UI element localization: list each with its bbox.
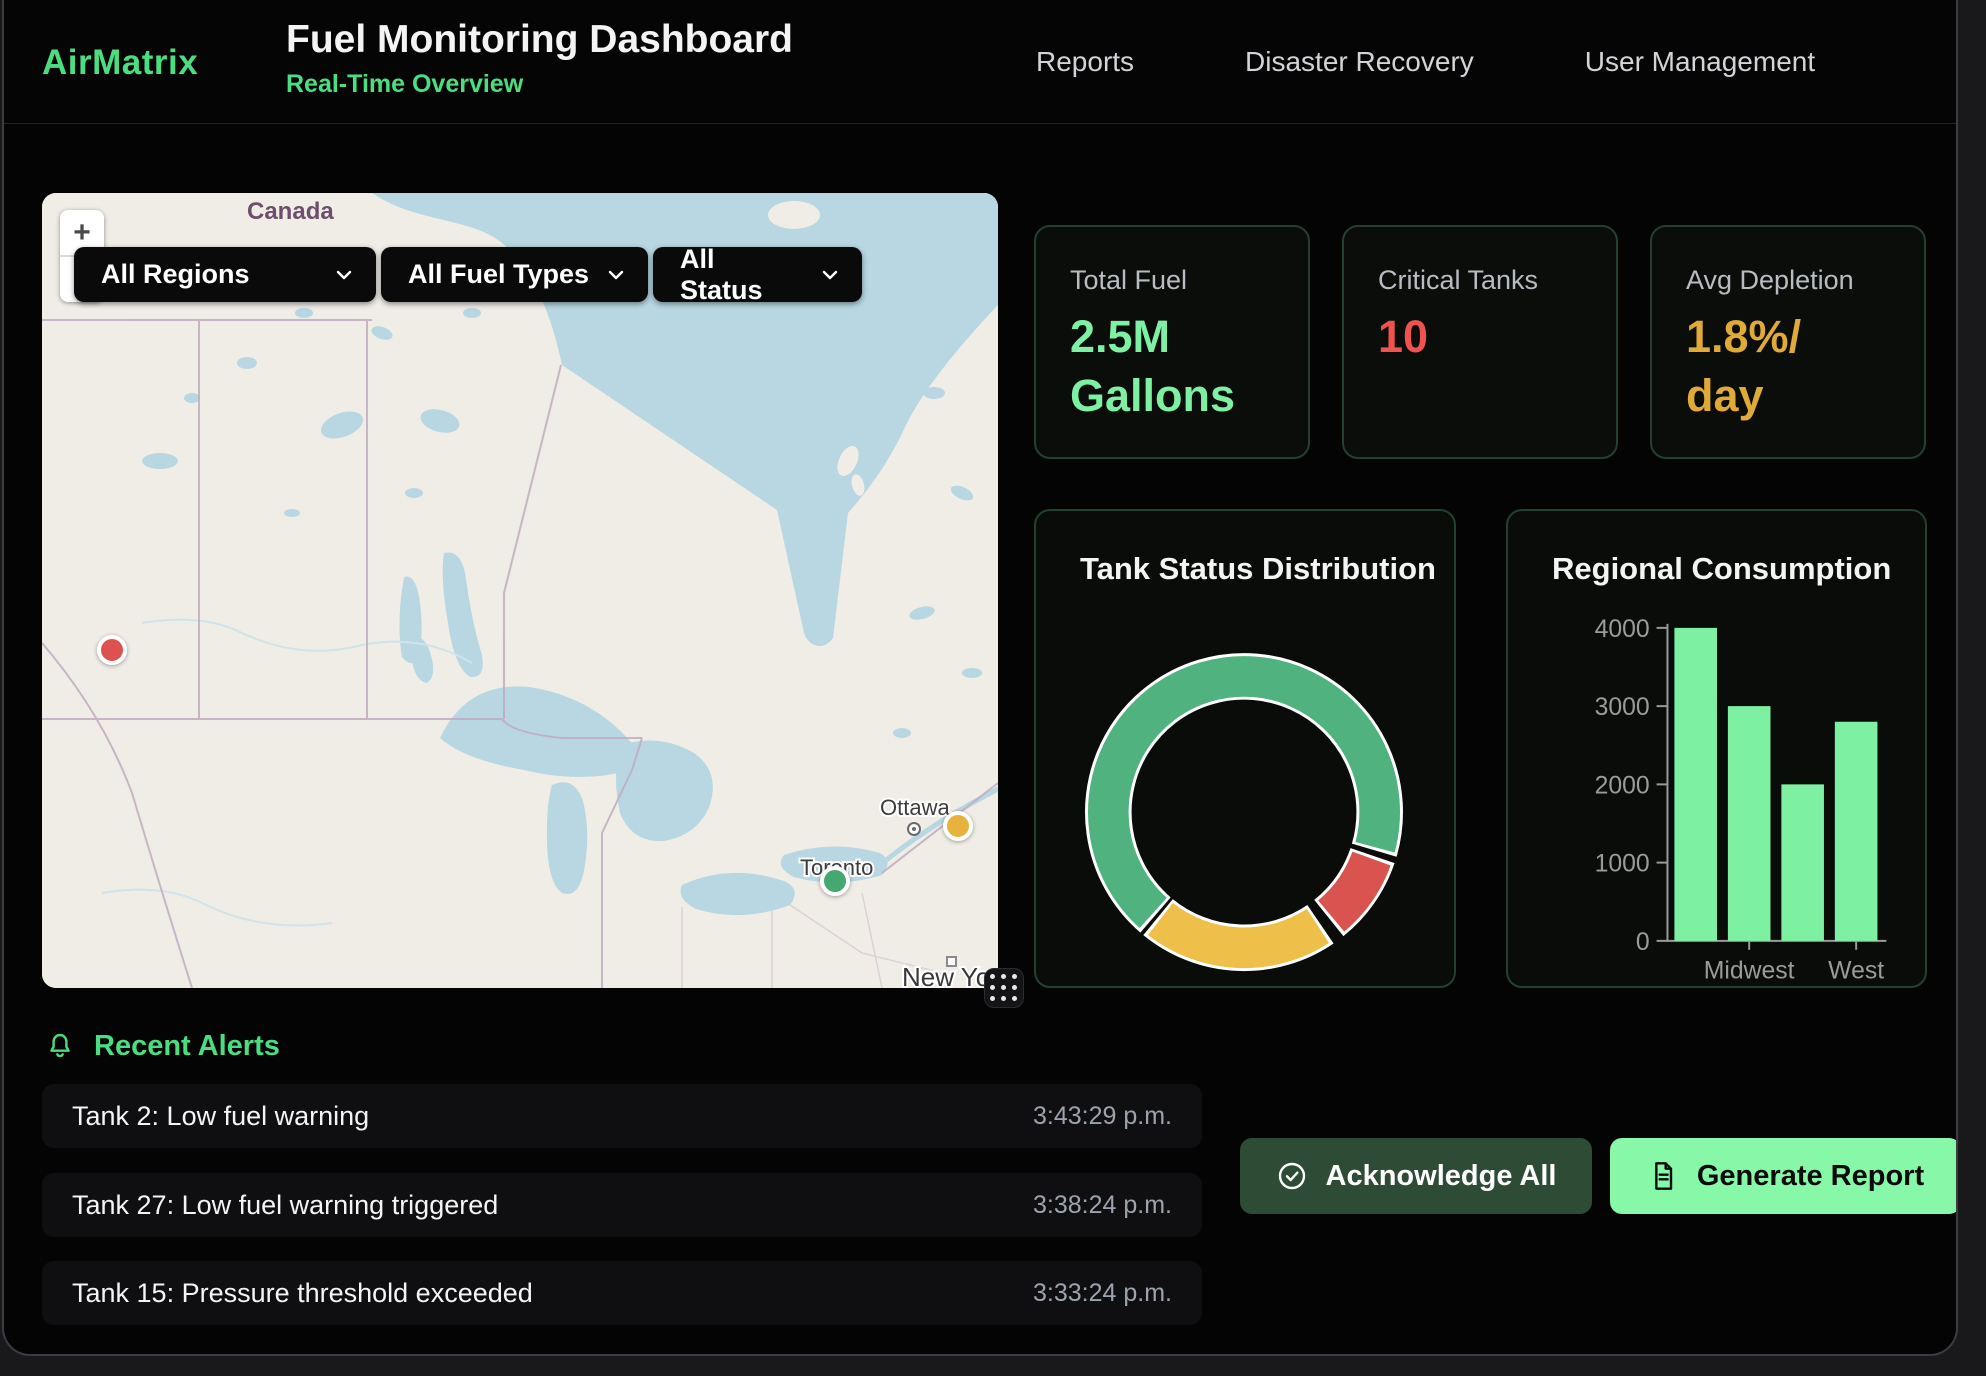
regional-consumption-bar-chart: 0 1000 2000 3000 4000 Midwest West [1508, 511, 1925, 985]
dashboard-window: AirMatrix Fuel Monitoring Dashboard Real… [2, 0, 1958, 1356]
alert-text: Tank 15: Pressure threshold exceeded [72, 1278, 533, 1309]
document-icon [1647, 1160, 1679, 1192]
stat-label: Critical Tanks [1378, 265, 1582, 296]
stat-card-total-fuel: Total Fuel 2.5M Gallons [1034, 225, 1310, 459]
status-filter-dropdown[interactable]: All Status [653, 247, 862, 302]
bell-icon [44, 1031, 76, 1063]
recent-alerts-header: Recent Alerts [44, 1030, 280, 1063]
map-drag-handle[interactable] [984, 968, 1024, 1008]
top-bar: AirMatrix Fuel Monitoring Dashboard Real… [4, 0, 1956, 124]
tank-marker-critical[interactable] [97, 635, 127, 665]
alert-text: Tank 27: Low fuel warning triggered [72, 1190, 498, 1221]
acknowledge-all-button[interactable]: Acknowledge All [1240, 1138, 1592, 1214]
map-label-canada: Canada [247, 198, 334, 225]
brand-logo: AirMatrix [42, 43, 198, 83]
stat-cards: Total Fuel 2.5M Gallons Critical Tanks 1… [1034, 225, 1926, 459]
recent-alerts-title: Recent Alerts [94, 1030, 280, 1063]
alert-time: 3:38:24 p.m. [1033, 1191, 1172, 1220]
alert-row: Tank 15: Pressure threshold exceeded 3:3… [42, 1261, 1202, 1325]
nav-reports[interactable]: Reports [1036, 46, 1134, 78]
fuel-type-filter-value: All Fuel Types [408, 259, 589, 290]
map-filters: All Regions All Fuel Types All Status [74, 247, 862, 302]
fuel-type-filter-dropdown[interactable]: All Fuel Types [381, 247, 648, 302]
acknowledge-all-label: Acknowledge All [1326, 1160, 1557, 1193]
lake-erie [681, 873, 795, 915]
regional-consumption-panel: Regional Consumption 01000200030004000Mi… [1506, 509, 1927, 988]
status-filter-value: All Status [680, 244, 804, 306]
svg-text:2000: 2000 [1595, 772, 1650, 799]
chevron-down-icon [332, 263, 356, 287]
stat-label: Avg Depletion [1686, 265, 1890, 296]
stat-value-total-fuel: 2.5M Gallons [1070, 308, 1274, 425]
region-filter-value: All Regions [101, 259, 250, 290]
stat-value-critical-tanks: 10 [1378, 308, 1582, 367]
nav-user-management[interactable]: User Management [1585, 46, 1815, 78]
svg-text:0: 0 [1636, 929, 1650, 956]
alert-row: Tank 2: Low fuel warning 3:43:29 p.m. [42, 1084, 1202, 1148]
stat-label: Total Fuel [1070, 265, 1274, 296]
page-subtitle: Real-Time Overview [286, 70, 793, 99]
lake-michigan [547, 782, 587, 894]
tank-marker-warning[interactable] [943, 811, 973, 841]
page-title: Fuel Monitoring Dashboard [286, 16, 793, 64]
svg-text:3000: 3000 [1595, 694, 1650, 721]
stat-value-avg-depletion: 1.8%/ day [1686, 308, 1890, 425]
svg-text:West: West [1828, 958, 1884, 985]
main-nav: Reports Disaster Recovery User Managemen… [1036, 0, 1815, 124]
title-block: Fuel Monitoring Dashboard Real-Time Over… [286, 16, 793, 99]
stat-card-avg-depletion: Avg Depletion 1.8%/ day [1650, 225, 1926, 459]
svg-text:4000: 4000 [1595, 616, 1650, 643]
map-label-ottawa: Ottawa [880, 795, 950, 820]
tank-status-panel: Tank Status Distribution [1034, 509, 1456, 988]
nav-disaster-recovery[interactable]: Disaster Recovery [1245, 46, 1474, 78]
tank-marker-normal[interactable] [820, 866, 850, 896]
tank-status-donut-chart [1036, 511, 1454, 985]
fuel-map[interactable]: Canada Ottawa Toronto New York + − All R… [42, 193, 998, 988]
stat-card-critical-tanks: Critical Tanks 10 [1342, 225, 1618, 459]
generate-report-button[interactable]: Generate Report [1610, 1138, 1958, 1214]
alert-time: 3:43:29 p.m. [1033, 1102, 1172, 1131]
chevron-down-icon [818, 263, 842, 287]
chevron-down-icon [604, 263, 628, 287]
alert-text: Tank 2: Low fuel warning [72, 1101, 369, 1132]
alert-time: 3:33:24 p.m. [1033, 1279, 1172, 1308]
svg-text:1000: 1000 [1595, 851, 1650, 878]
alert-row: Tank 27: Low fuel warning triggered 3:38… [42, 1173, 1202, 1237]
region-filter-dropdown[interactable]: All Regions [74, 247, 376, 302]
check-circle-icon [1276, 1160, 1308, 1192]
svg-text:Midwest: Midwest [1704, 958, 1795, 985]
generate-report-label: Generate Report [1697, 1160, 1924, 1193]
map-canvas[interactable]: Canada Ottawa Toronto New York [42, 193, 998, 988]
